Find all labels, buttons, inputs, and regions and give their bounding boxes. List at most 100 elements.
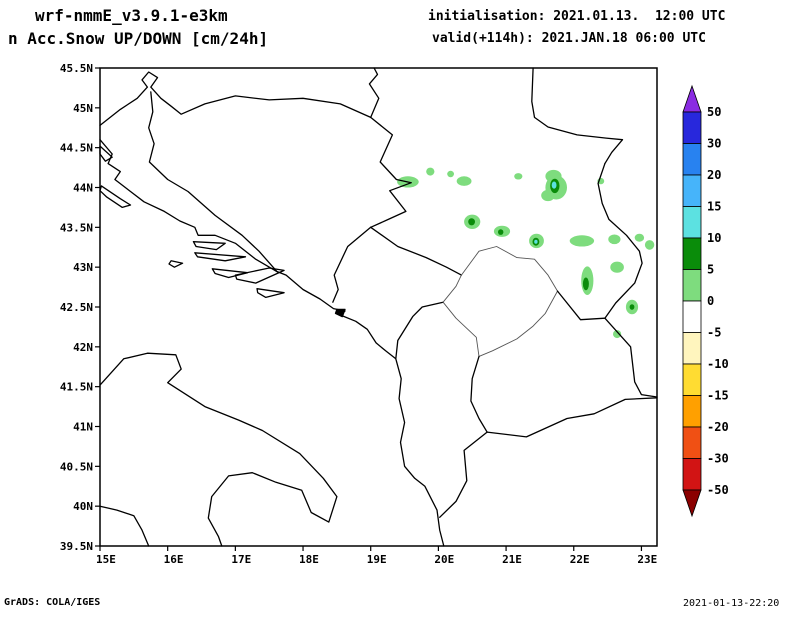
tick-label: 22E xyxy=(570,553,590,566)
model-title: wrf-nmmE_v3.9.1-e3km xyxy=(35,6,228,25)
island-pag xyxy=(99,145,113,162)
border-serbia-romania xyxy=(531,67,624,165)
snow-cell xyxy=(644,240,655,250)
snow-cell xyxy=(569,235,595,247)
border-serbia-montenegro xyxy=(370,226,463,276)
snow-cell xyxy=(613,330,622,339)
colorbar-box xyxy=(682,363,702,396)
tick-label: 45.5N xyxy=(60,62,93,75)
island-mljet xyxy=(256,288,285,299)
coastline-adriatic-east xyxy=(99,139,445,547)
tick-label: 0 xyxy=(707,294,714,308)
border-croatia-bosnia-west xyxy=(148,91,278,273)
tick-label: 44N xyxy=(73,182,93,195)
snow-cell xyxy=(551,181,557,189)
border-macedonia-bulgaria xyxy=(604,317,658,398)
border-montenegro-albania xyxy=(395,301,444,360)
tick-label: 41N xyxy=(73,421,93,434)
initialisation-time: initialisation: 2021.01.13. 12:00 UTC xyxy=(428,9,726,24)
tick-label: 39.5N xyxy=(60,540,93,553)
border-croatia-serbia xyxy=(368,67,380,119)
tick-label: -20 xyxy=(707,420,729,434)
snow-cell xyxy=(634,233,645,242)
product-title: n Acc.Snow UP/DOWN [cm/24h] xyxy=(8,29,269,48)
tick-label: 43N xyxy=(73,261,93,274)
border-macedonia-serbia xyxy=(556,290,606,321)
colorbar-arrow-up xyxy=(682,84,702,113)
tick-label: -30 xyxy=(707,452,729,466)
island-vis xyxy=(168,260,184,268)
tick-label: 44.5N xyxy=(60,142,93,155)
creation-timestamp: 2021-01-13-22:20 xyxy=(683,598,780,609)
tick-label: 19E xyxy=(367,553,387,566)
snow-cell xyxy=(582,277,589,291)
tick-label: 20E xyxy=(434,553,454,566)
tick-label: 18E xyxy=(299,553,319,566)
colorbar-box xyxy=(682,426,702,459)
border-serbia-bulgaria xyxy=(597,162,643,319)
border-albania-greece xyxy=(439,431,488,518)
border-bosnia-serbia xyxy=(370,116,412,228)
colorbar-box xyxy=(682,143,702,176)
tick-label: 50 xyxy=(707,105,721,119)
snow-cell xyxy=(608,234,621,245)
coastline-italy-calabria xyxy=(99,505,150,547)
colorbar-box xyxy=(682,458,702,491)
tick-label: 45N xyxy=(73,102,93,115)
snow-cell xyxy=(447,170,454,178)
colorbar-box xyxy=(682,332,702,365)
tick-label: -50 xyxy=(707,483,729,497)
tick-label: 10 xyxy=(707,231,721,245)
tick-label: 5 xyxy=(707,263,714,277)
boka-bay xyxy=(334,308,346,318)
snow-cell xyxy=(498,229,504,235)
island-brac xyxy=(192,241,226,251)
tick-label: 20 xyxy=(707,168,721,182)
colorbar-box xyxy=(682,269,702,302)
snow-cell xyxy=(426,167,435,176)
colorbar-box xyxy=(682,111,702,144)
tick-label: 15E xyxy=(96,553,116,566)
peninsula-peljesac xyxy=(234,267,285,284)
snow-cell xyxy=(629,304,635,310)
border-croatia-nw xyxy=(99,71,372,127)
border-kosovo xyxy=(442,246,558,357)
colorbar-box xyxy=(682,237,702,270)
snow-cell xyxy=(456,176,472,186)
snow-cell xyxy=(610,261,624,273)
island-hvar xyxy=(194,252,247,262)
tick-label: 41.5N xyxy=(60,381,93,394)
tick-label: -10 xyxy=(707,357,729,371)
map-frame xyxy=(99,67,658,547)
tick-label: 21E xyxy=(502,553,522,566)
snow-cell xyxy=(541,189,555,202)
tick-label: 15 xyxy=(707,200,721,214)
colorbar-box xyxy=(682,206,702,239)
colorbar-box xyxy=(682,300,702,333)
island-dugi-otok xyxy=(99,185,132,209)
tick-label: 40N xyxy=(73,500,93,513)
tick-label: 42.5N xyxy=(60,301,93,314)
tick-label: 16E xyxy=(164,553,184,566)
snow-cell xyxy=(534,239,538,244)
tick-label: 40.5N xyxy=(60,460,93,473)
tick-label: 17E xyxy=(231,553,251,566)
valid-time: valid(+114h): 2021.JAN.18 06:00 UTC xyxy=(432,31,706,46)
island-korcula xyxy=(211,268,249,279)
colorbar-box xyxy=(682,174,702,207)
snow-cell xyxy=(468,218,475,226)
colorbar-arrow-down xyxy=(682,489,702,518)
tick-label: 23E xyxy=(637,553,657,566)
coastline-italy-puglia xyxy=(99,352,338,547)
tick-label: -15 xyxy=(707,389,729,403)
snow-cell xyxy=(514,173,523,180)
tick-label: -5 xyxy=(707,326,721,340)
border-bosnia-montenegro xyxy=(332,226,372,303)
border-albania-macedonia xyxy=(470,355,488,433)
grads-credit: GrADS: COLA/IGES xyxy=(4,597,101,608)
colorbar-box xyxy=(682,395,702,428)
tick-label: 30 xyxy=(707,137,721,151)
tick-label: 42N xyxy=(73,341,93,354)
